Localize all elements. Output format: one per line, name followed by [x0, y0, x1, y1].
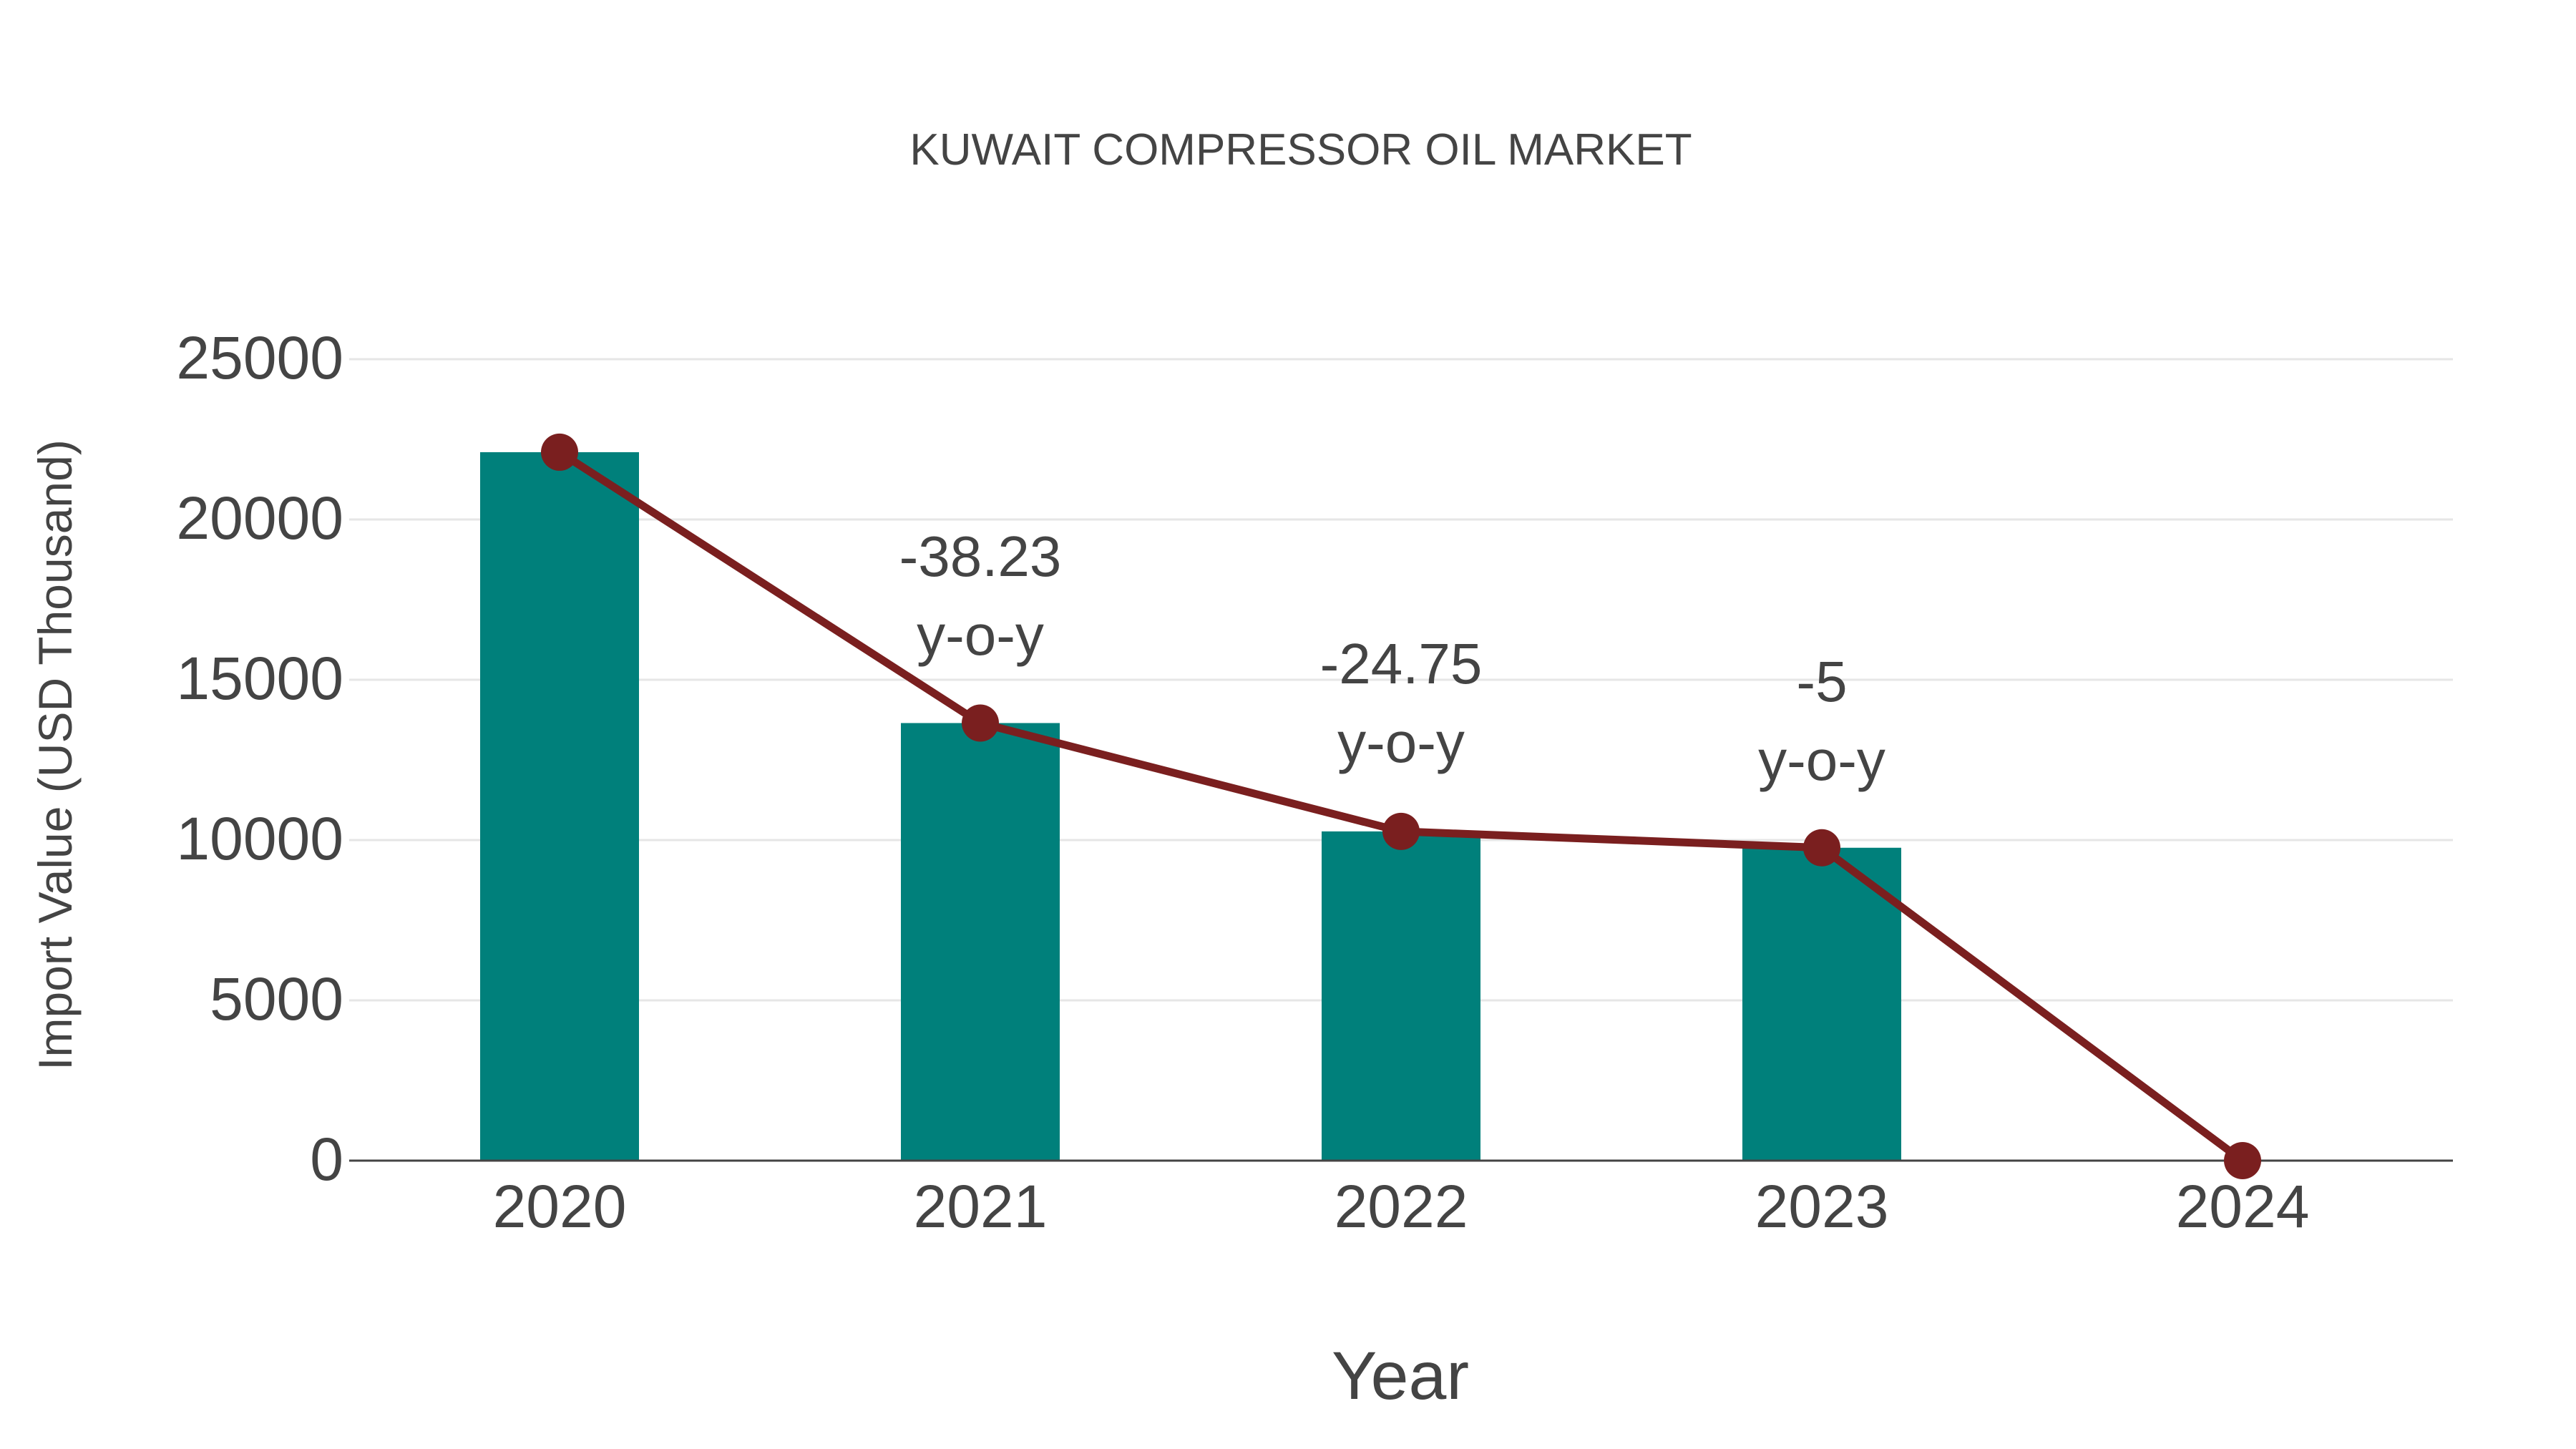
bar [1742, 847, 1901, 1161]
x-tick-label: 2021 [914, 1173, 1048, 1240]
yoy-value: -38.23 [899, 525, 1062, 588]
bar [480, 452, 639, 1161]
yoy-value: -5 [1796, 650, 1847, 713]
line-marker [962, 704, 999, 742]
bar [901, 723, 1060, 1161]
y-tick-label: 0 [310, 1126, 343, 1193]
line-marker [2224, 1142, 2261, 1179]
line-marker [541, 433, 578, 471]
yoy-suffix: y-o-y [1758, 728, 1885, 792]
y-axis-label: Import Value (USD Thousand) [29, 439, 82, 1070]
x-tick-label: 2022 [1335, 1173, 1468, 1240]
y-axis-ticks: 0 5000 10000 15000 20000 25000 [176, 324, 343, 1193]
yoy-annotations: -38.23 y-o-y -24.75 y-o-y -5 y-o-y [899, 525, 1885, 792]
gridlines [349, 358, 2453, 1002]
x-axis-ticks: 2020 2021 2022 2023 2024 [493, 1173, 2310, 1240]
y-tick-label: 20000 [176, 484, 343, 552]
y-tick-label: 10000 [176, 805, 343, 872]
bars [480, 452, 1901, 1161]
yoy-value: -24.75 [1320, 632, 1483, 696]
y-tick-label: 25000 [176, 324, 343, 391]
y-tick-label: 15000 [176, 645, 343, 712]
x-tick-label: 2020 [493, 1173, 627, 1240]
x-tick-label: 2024 [2176, 1173, 2310, 1240]
yoy-suffix: y-o-y [1337, 711, 1465, 774]
yoy-suffix: y-o-y [917, 603, 1044, 667]
bar [1322, 831, 1480, 1161]
x-tick-label: 2023 [1755, 1173, 1889, 1240]
y-tick-label: 5000 [210, 965, 343, 1033]
line-marker [1803, 829, 1840, 867]
trend-line [541, 433, 2261, 1179]
chart-title: KUWAIT COMPRESSOR OIL MARKET [909, 125, 1692, 175]
x-axis-label: Year [1332, 1338, 1469, 1414]
line-marker [1382, 812, 1420, 850]
